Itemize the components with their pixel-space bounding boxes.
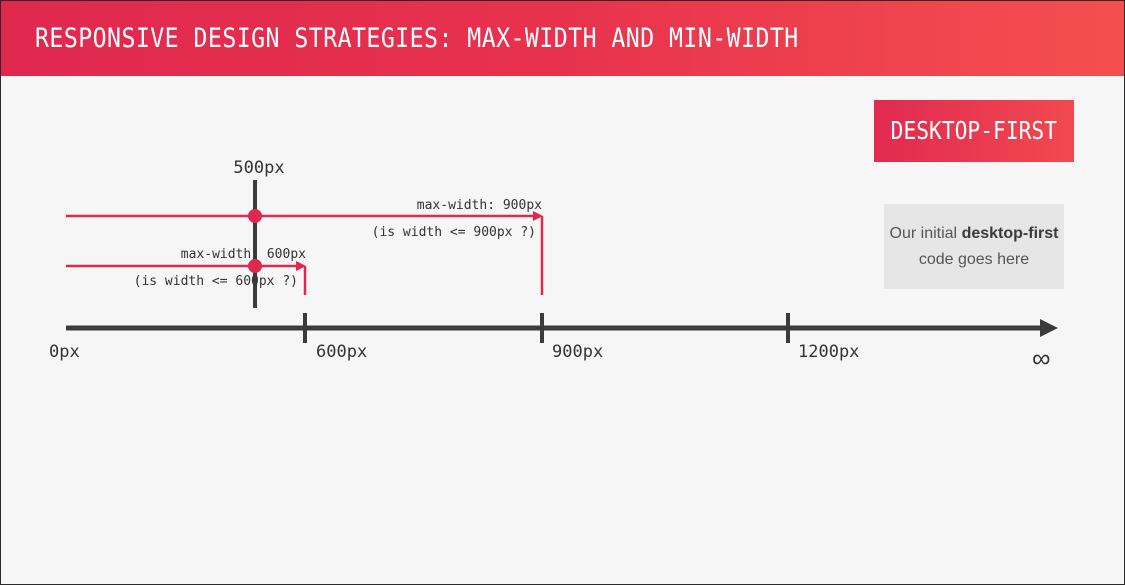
desktop-first-badge: DESKTOP-FIRST	[874, 100, 1074, 162]
axis-label-1200: 1200px	[798, 342, 859, 362]
note-prefix: Our initial	[889, 225, 958, 242]
slide-title: RESPONSIVE DESIGN STRATEGIES: MAX-WIDTH …	[35, 23, 799, 54]
badge-label: DESKTOP-FIRST	[890, 116, 1058, 145]
note-suffix: code goes here	[918, 251, 1030, 268]
marker-dot-600	[248, 259, 262, 273]
axis-label-0: 0px	[49, 342, 80, 362]
infinity-label: ∞	[1032, 343, 1051, 373]
query-900-label: max-width: 900px	[417, 198, 542, 213]
note-bold: desktop-first	[961, 225, 1059, 242]
query-600-condition: (is width <= 600px ?)	[134, 274, 298, 289]
query-600-arrow-icon	[296, 261, 306, 271]
axis-arrow-icon	[1040, 319, 1058, 337]
query-900-condition: (is width <= 900px ?)	[372, 225, 536, 240]
title-bar: RESPONSIVE DESIGN STRATEGIES: MAX-WIDTH …	[1, 1, 1124, 76]
query-600-label: max-width: 600px	[181, 247, 306, 262]
marker-500-label: 500px	[233, 158, 284, 178]
marker-dot-900	[248, 209, 262, 223]
note-box: Our initial desktop-first code goes here	[884, 204, 1064, 289]
query-900-arrow-icon	[533, 211, 543, 221]
axis-label-600: 600px	[316, 342, 367, 362]
axis-label-900: 900px	[552, 342, 603, 362]
